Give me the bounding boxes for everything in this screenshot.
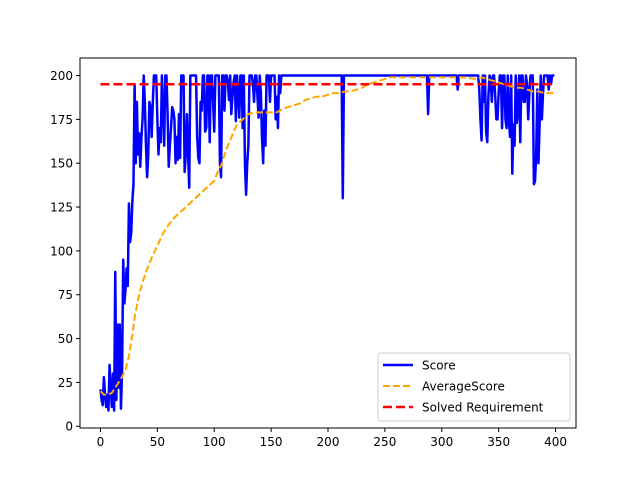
- x-tick-label: 200: [317, 435, 340, 449]
- legend-label-average-score: AverageScore: [422, 380, 505, 394]
- x-tick-label: 250: [373, 435, 396, 449]
- average-score-line: [99, 76, 555, 396]
- y-tick-label: 200: [50, 69, 73, 83]
- y-axis: 0 25 50 75 100 125 150 175 200: [50, 69, 80, 434]
- y-tick-label: 100: [50, 244, 73, 258]
- legend-box: [377, 352, 571, 422]
- x-tick-label: 150: [260, 435, 283, 449]
- y-tick-label: 175: [50, 113, 73, 127]
- x-tick-label: 100: [203, 435, 226, 449]
- y-tick-label: 50: [58, 332, 73, 346]
- y-tick-label: 125: [50, 201, 73, 215]
- x-tick-label: 0: [97, 435, 105, 449]
- x-tick-label: 50: [150, 435, 165, 449]
- y-tick-label: 0: [65, 420, 73, 434]
- y-tick-label: 75: [58, 288, 73, 302]
- legend-label-score: Score: [422, 359, 456, 373]
- x-tick-label: 300: [430, 435, 453, 449]
- x-tick-label: 350: [487, 435, 510, 449]
- legend: Score AverageScore Solved Requirement: [377, 352, 571, 422]
- x-tick-label: 400: [544, 435, 567, 449]
- legend-label-solved-requirement: Solved Requirement: [422, 401, 544, 415]
- y-tick-label: 150: [50, 157, 73, 171]
- series-layer: [99, 74, 555, 412]
- y-tick-label: 25: [58, 376, 73, 390]
- x-axis: 0 50 100 150 200 250 300 350 400: [97, 428, 567, 449]
- score-line: [99, 74, 555, 412]
